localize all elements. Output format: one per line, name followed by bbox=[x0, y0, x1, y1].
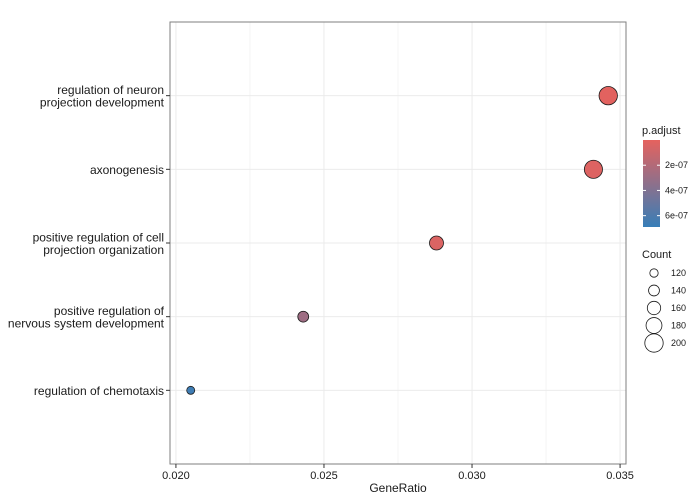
size-legend-label: 160 bbox=[671, 303, 686, 313]
size-legend-label: 200 bbox=[671, 338, 686, 348]
color-legend-label: 6e-07 bbox=[665, 211, 688, 221]
points-layer bbox=[186, 86, 618, 395]
y-tick-label: projection organization bbox=[43, 243, 164, 257]
size-legend-label: 120 bbox=[671, 268, 686, 278]
size-legend-title: Count bbox=[642, 249, 671, 261]
color-legend-label: 4e-07 bbox=[665, 185, 688, 195]
color-legend-label: 2e-07 bbox=[665, 160, 688, 170]
x-tick-label: 0.025 bbox=[310, 470, 338, 482]
color-bar bbox=[643, 140, 660, 227]
x-tick-label: 0.030 bbox=[458, 470, 486, 482]
x-tick-label: 0.020 bbox=[162, 470, 190, 482]
size-legend-label: 180 bbox=[671, 321, 686, 331]
y-tick-label: regulation of neuron bbox=[57, 83, 164, 97]
y-tick-label: axonogenesis bbox=[90, 163, 164, 177]
grid bbox=[170, 22, 626, 464]
size-legend-key bbox=[646, 300, 662, 316]
color-bar-ticks: 2e-07 4e-07 6e-07 bbox=[643, 160, 688, 221]
size-legend-label: 140 bbox=[671, 286, 686, 296]
x-tick-label: 0.035 bbox=[606, 470, 634, 482]
x-axis-title: GeneRatio bbox=[369, 481, 427, 495]
size-legend: Count 120 140 160 180 200 bbox=[642, 249, 686, 353]
x-axis: 0.020 0.025 0.030 0.035 bbox=[162, 464, 634, 482]
y-tick-label: positive regulation of bbox=[54, 304, 165, 318]
data-point bbox=[583, 159, 603, 179]
y-tick-label: regulation of chemotaxis bbox=[34, 384, 164, 398]
size-legend-key bbox=[644, 333, 664, 353]
data-point bbox=[297, 310, 310, 323]
color-legend: p.adjust 2e-07 4e-07 6e-07 bbox=[642, 125, 688, 227]
color-legend-title: p.adjust bbox=[642, 125, 681, 137]
data-point bbox=[429, 235, 444, 251]
size-legend-key bbox=[649, 268, 659, 278]
y-tick-label: projection development bbox=[40, 95, 165, 109]
y-tick-label: nervous system development bbox=[8, 316, 165, 330]
data-point bbox=[186, 385, 196, 395]
size-legend-key bbox=[645, 317, 663, 334]
data-point bbox=[598, 86, 618, 106]
y-tick-label: positive regulation of cell bbox=[33, 230, 164, 244]
size-legend-key bbox=[648, 284, 660, 297]
